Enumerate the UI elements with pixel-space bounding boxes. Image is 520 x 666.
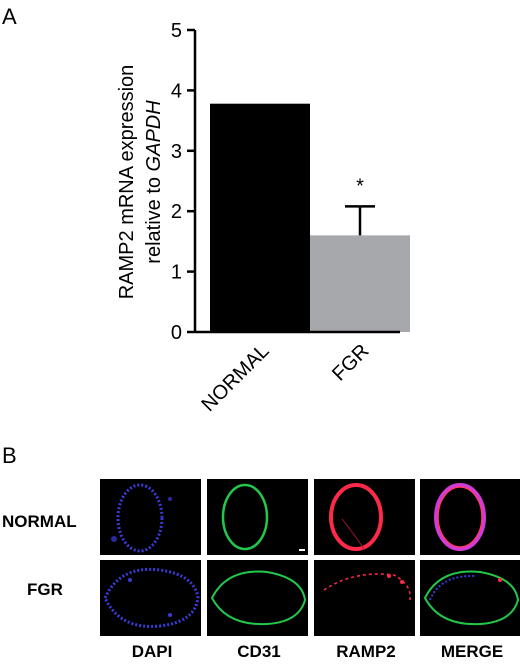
column-label-merge: MERGE [440,642,504,661]
y-tick-label: 1 [171,262,182,284]
column-label-cd31: CD31 [237,642,281,661]
micrograph-fgr-ramp2 [314,560,415,636]
y-tick-label: 4 [171,80,182,102]
micrograph-normal-dapi [100,479,201,555]
micrograph-fgr-cd31 [207,560,308,636]
y-axis-ticks: 0 1 2 3 4 5 [171,20,195,344]
y-axis-label-line2: relative to GAPDH [143,100,165,264]
bars: * [210,103,410,332]
row-label-normal: NORMAL [2,512,77,531]
significance-marker: * [356,175,364,197]
column-label-ramp2: RAMP2 [336,642,396,661]
x-axis-labels: NORMAL FGR [197,340,373,416]
micrograph-fgr-dapi [100,560,201,636]
y-axis-label-prefix: relative to [143,171,165,263]
y-axis-label-italic: GAPDH [143,100,165,172]
y-tick-label: 5 [171,20,182,42]
y-axis-label-line1: RAMP2 mRNA expression [116,65,138,300]
micrograph-normal-cd31 [207,479,308,555]
y-tick-label: 0 [171,322,182,344]
bar-normal [210,103,310,332]
column-label-dapi: DAPI [131,642,173,661]
y-tick-label: 2 [171,201,182,223]
row-label-fgr: FGR [27,580,63,599]
panel-a-label: A [2,4,17,29]
x-tick-label-normal: NORMAL [197,340,273,416]
micrograph-fgr-merge [420,560,520,636]
x-tick-label-fgr: FGR [328,340,373,385]
y-tick-label: 3 [171,141,182,163]
bar-fgr [310,235,410,332]
panel-b-label: B [2,443,17,468]
bar-chart: 0 1 2 3 4 5 * NORMAL FGR RAMP2 mRNA expression… [116,20,410,416]
micrograph-normal-ramp2 [314,479,415,555]
micrograph-normal-merge [420,479,520,555]
